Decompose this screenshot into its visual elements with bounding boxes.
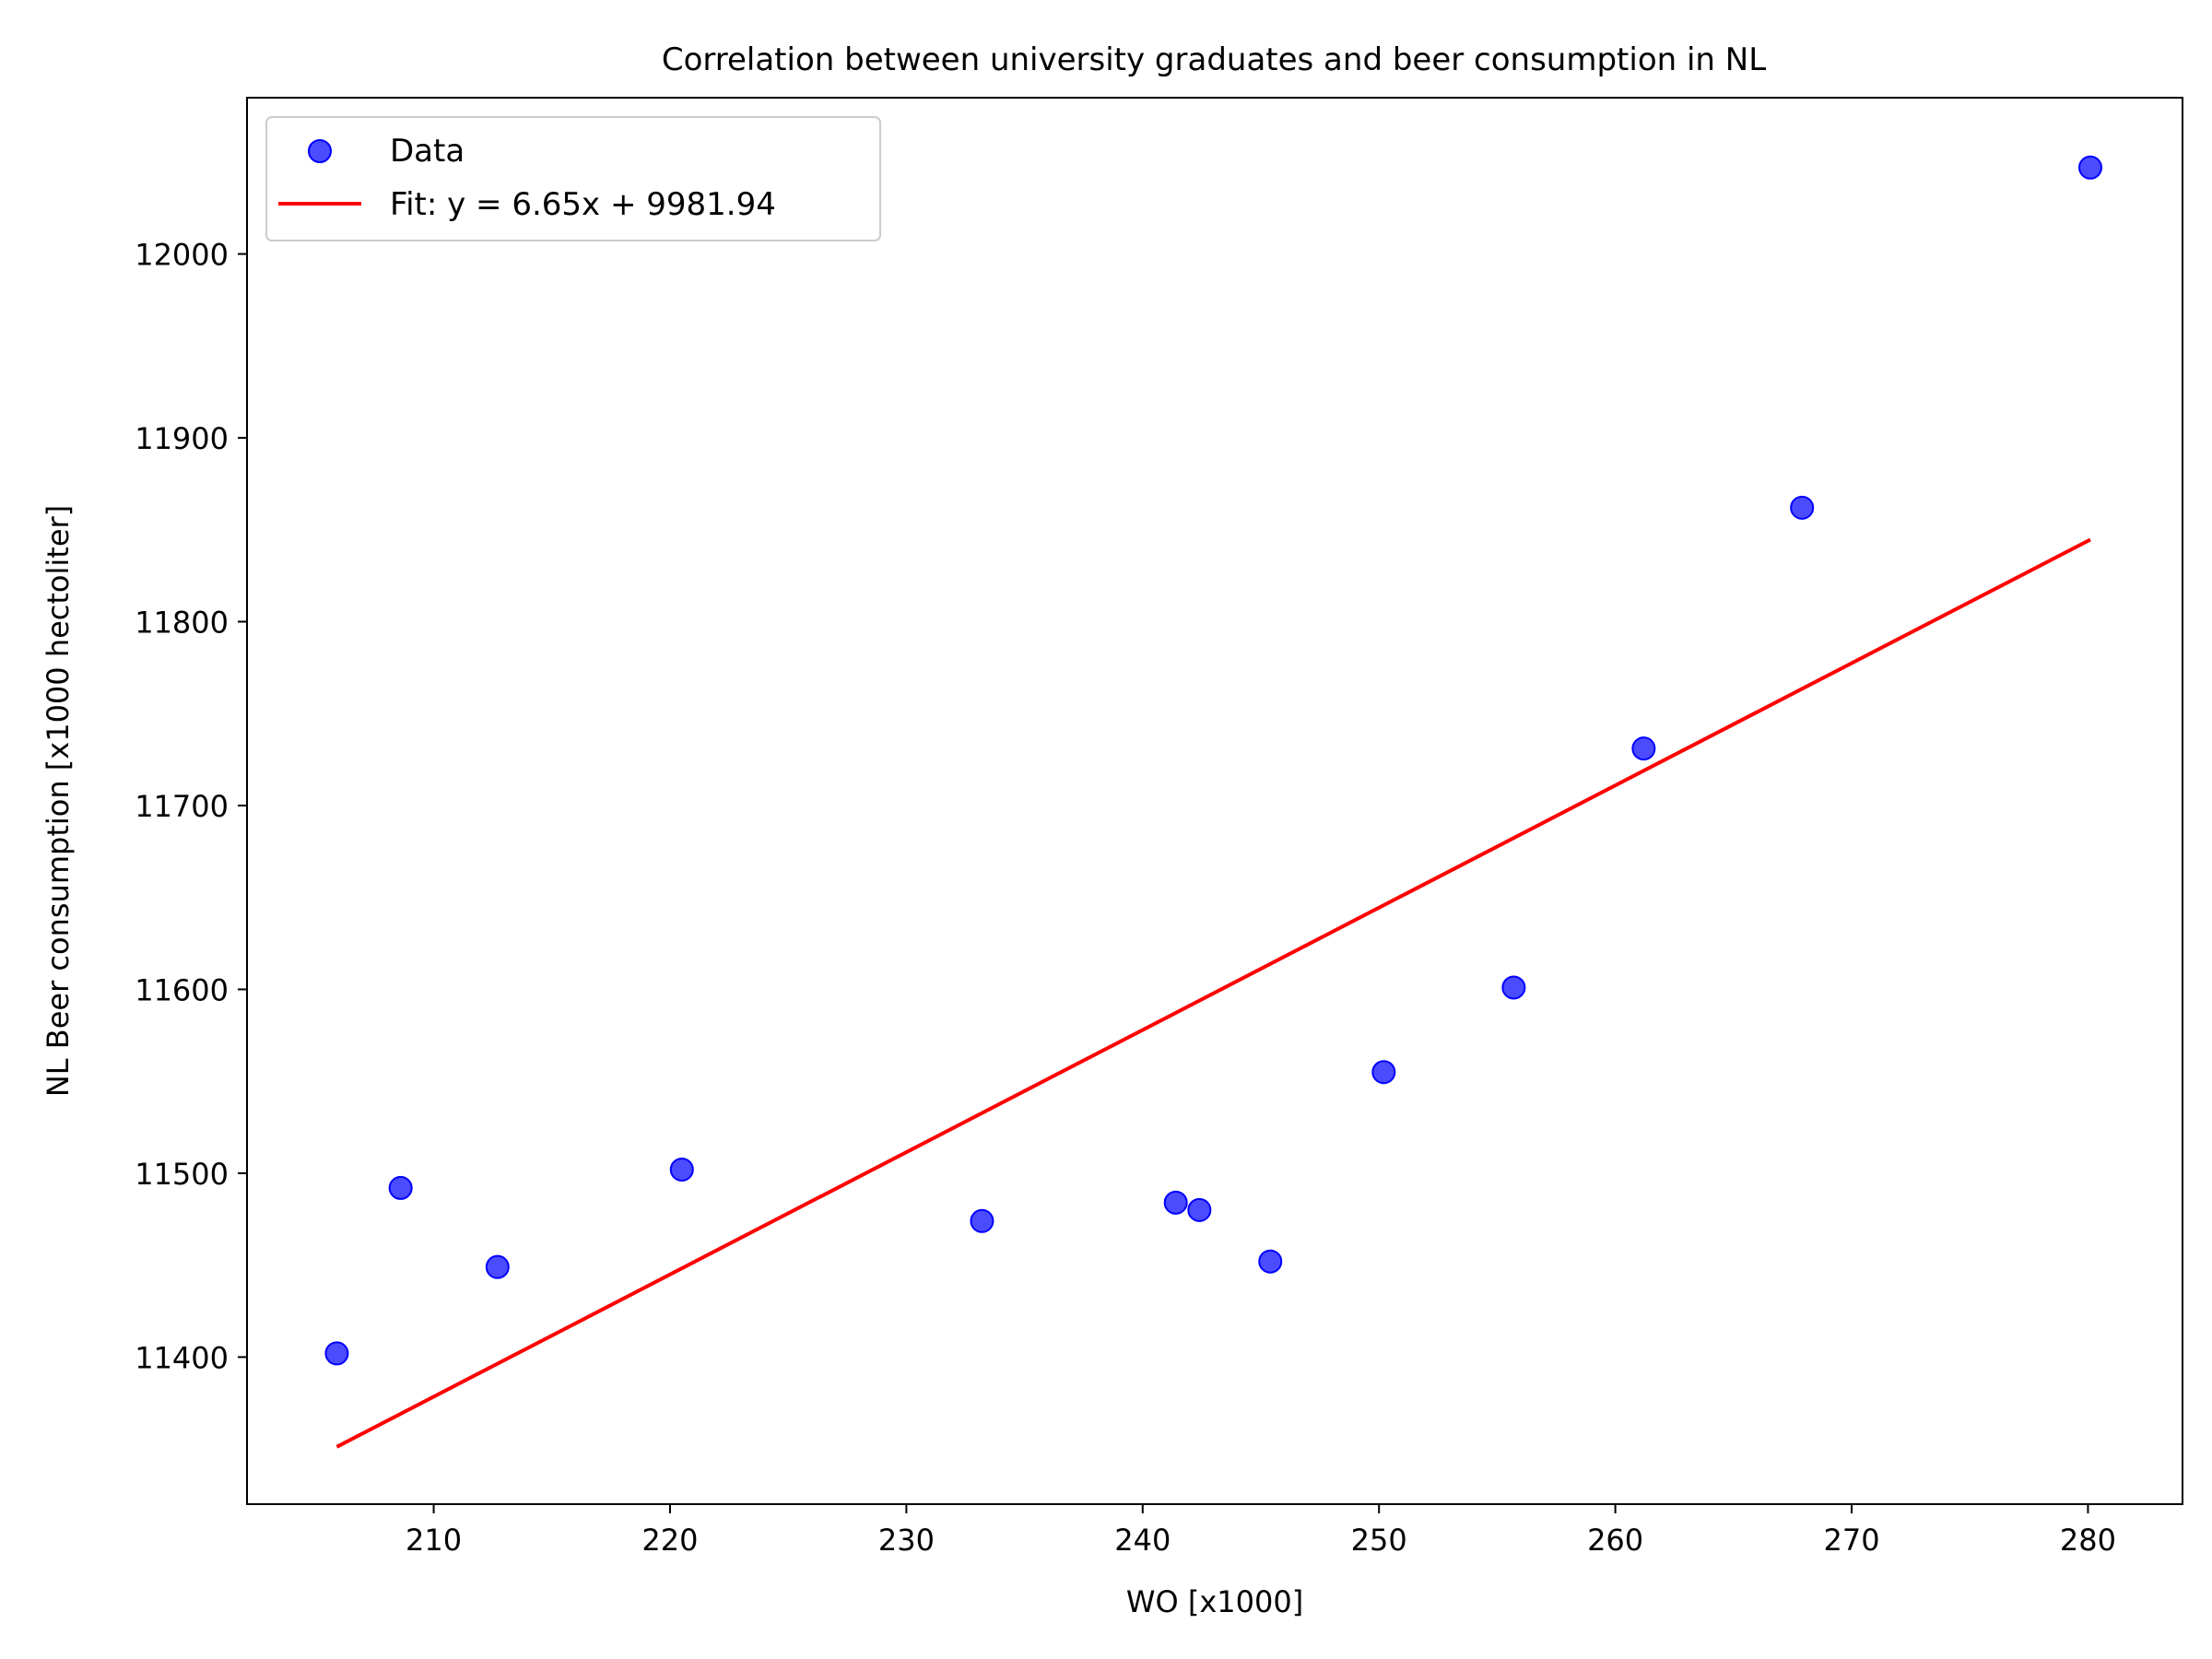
legend: Data Fit: y = 6.65x + 9981.94 <box>265 116 881 241</box>
x-tick-label: 220 <box>641 1523 698 1558</box>
x-tick-label: 210 <box>406 1523 462 1558</box>
y-axis-ticks: 11400 11500 11600 11700 11800 11900 12000 <box>135 238 247 1375</box>
data-point-2 <box>388 1175 413 1200</box>
x-tick-label: 260 <box>1587 1523 1643 1558</box>
y-axis-label: NL Beer consumption [x1000 hectoliter] <box>41 505 76 1097</box>
data-point-1 <box>324 1341 349 1366</box>
y-tick-label: 11800 <box>135 606 229 641</box>
y-tick-label: 11400 <box>135 1340 229 1375</box>
y-tick-label: 11900 <box>135 421 229 456</box>
data-point-9 <box>1371 1060 1396 1085</box>
legend-label-data: Data <box>390 133 465 170</box>
data-point-5 <box>970 1208 994 1233</box>
y-tick-label: 11600 <box>135 972 229 1007</box>
data-points-layer <box>324 155 2102 1366</box>
x-tick-label: 240 <box>1114 1523 1171 1558</box>
x-tick-label: 250 <box>1351 1523 1407 1558</box>
plot-area-frame <box>246 97 2183 1505</box>
data-point-12 <box>1790 495 1815 520</box>
legend-marker-data <box>308 139 332 163</box>
data-point-13 <box>2078 155 2102 180</box>
data-point-3 <box>485 1254 510 1279</box>
data-point-11 <box>1631 736 1656 761</box>
y-tick-label: 12000 <box>135 238 229 273</box>
x-axis-ticks: 210 220 230 240 250 260 270 280 <box>406 1504 2116 1558</box>
legend-box <box>265 116 881 241</box>
y-tick-label: 11500 <box>135 1157 229 1192</box>
x-tick-label: 270 <box>1823 1523 1879 1558</box>
data-point-7 <box>1187 1197 1212 1222</box>
x-tick-label: 280 <box>2060 1523 2116 1558</box>
data-point-8 <box>1258 1249 1283 1274</box>
fit-line-layer <box>335 537 2091 1449</box>
x-axis-label: WO [x1000] <box>1126 1584 1303 1619</box>
chart-title: Correlation between university graduates… <box>662 41 1766 78</box>
data-point-4 <box>669 1157 694 1182</box>
y-tick-label: 11700 <box>135 789 229 824</box>
data-point-10 <box>1501 975 1526 1000</box>
x-tick-label: 230 <box>878 1523 935 1558</box>
fit-line <box>335 537 2091 1449</box>
legend-label-fit: Fit: y = 6.65x + 9981.94 <box>390 186 776 223</box>
data-point-6 <box>1163 1190 1188 1215</box>
